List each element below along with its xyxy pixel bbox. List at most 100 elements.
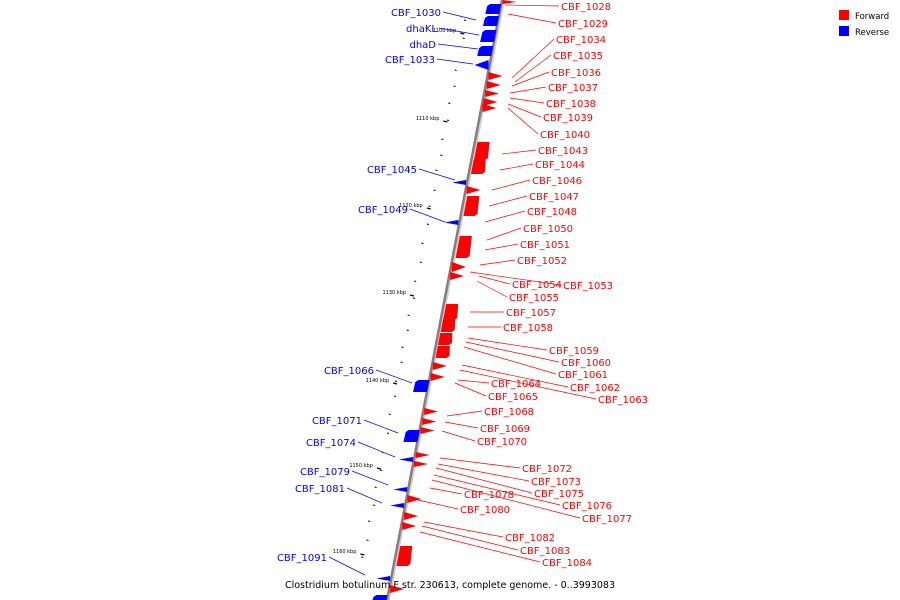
- forward-gene-label: CBF_1082: [505, 533, 555, 544]
- reverse-gene: [474, 60, 489, 70]
- forward-gene-label: CBF_1068: [484, 407, 534, 418]
- forward-leader-line: [501, 149, 537, 155]
- legend-reverse-swatch: [839, 26, 849, 36]
- reverse-gene-label: CBF_1091: [277, 553, 327, 564]
- forward-gene: [485, 90, 500, 97]
- reverse-gene: [477, 46, 494, 56]
- forward-gene: [474, 142, 490, 160]
- forward-gene: [483, 98, 498, 106]
- forward-leader-line: [507, 13, 557, 24]
- genome-axis-line: [385, 0, 504, 600]
- forward-gene-label: CBF_1035: [553, 51, 603, 62]
- forward-leader-line: [423, 521, 504, 538]
- forward-gene-label: CBF_1070: [477, 437, 527, 448]
- forward-gene-label: CBF_1058: [503, 323, 553, 334]
- kbp-tick-mark: [460, 32, 465, 35]
- forward-leader-line: [507, 107, 539, 135]
- forward-leader-line: [463, 346, 557, 375]
- scale-dash: [393, 395, 397, 397]
- reverse-leader-line: [438, 27, 480, 36]
- gene-labels: CBF_1028 CBF_1029 CBF_1034 CBF_1035 CBF_1036…: [277, 2, 648, 576]
- forward-gene-label: CBF_1028: [561, 2, 611, 13]
- scale-dash: [428, 205, 431, 207]
- forward-gene: [424, 408, 439, 415]
- forward-leader-line: [431, 479, 581, 519]
- forward-gene: [415, 452, 430, 458]
- forward-gene-label: CBF_1061: [558, 370, 608, 381]
- forward-gene-label: CBF_1053: [563, 281, 613, 292]
- forward-gene: [486, 81, 501, 89]
- reverse-gene: [398, 457, 413, 462]
- forward-gene: [432, 362, 447, 370]
- kbp-tick-label: 1140 kbp: [366, 378, 390, 384]
- scale-dash: [419, 261, 422, 263]
- reverse-gene: [376, 576, 391, 581]
- kbp-tick-label: 1130 kbp: [382, 290, 406, 296]
- forward-leader-line: [419, 531, 541, 563]
- forward-gene: [488, 72, 503, 80]
- forward-leader-line: [514, 54, 552, 83]
- kbp-ticks: 1100 kbp 1110 kbp 1120 kbp 1130 kbp 1140 kbp…: [333, 28, 465, 556]
- kbp-tick-mark: [409, 294, 415, 297]
- legend-forward-label: Forward: [855, 12, 889, 22]
- forward-leader-line: [476, 280, 508, 298]
- reverse-leader-line: [346, 487, 383, 504]
- forward-gene-label: CBF_1040: [540, 130, 590, 141]
- scale-dash: [394, 380, 398, 382]
- scale-dash: [446, 119, 450, 121]
- forward-gene-label: CBF_1043: [538, 146, 588, 157]
- forward-gene: [414, 461, 429, 467]
- scale-dash: [435, 169, 438, 171]
- reverse-gene: [444, 220, 459, 225]
- forward-gene-label: CBF_1063: [598, 395, 648, 406]
- forward-gene: [438, 333, 453, 345]
- scale-dash: [441, 138, 444, 140]
- forward-gene-label: CBF_1047: [529, 192, 579, 203]
- reverse-gene-label: CBF_1081: [295, 484, 345, 495]
- forward-gene: [502, 0, 517, 4]
- scale-dash: [421, 242, 424, 244]
- forward-leader-line: [459, 369, 597, 400]
- scale-dash: [400, 361, 403, 363]
- forward-leader-line: [509, 97, 545, 104]
- legend: Forward Reverse: [839, 10, 889, 38]
- kbp-tick-label: 1150 kbp: [349, 463, 373, 469]
- forward-gene: [430, 373, 445, 381]
- reverse-gene-label: CBF_1071: [312, 416, 362, 427]
- scale-dash: [388, 413, 391, 415]
- forward-leader-line: [435, 467, 533, 494]
- reverse-gene-label: CBF_1079: [300, 467, 350, 478]
- forward-leader-line: [457, 379, 490, 384]
- forward-gene: [466, 186, 481, 194]
- forward-gene: [402, 522, 417, 530]
- scale-dash: [361, 556, 364, 558]
- genome-caption: Clostridium botulinum F str. 230613, com…: [285, 580, 615, 591]
- forward-leader-line: [507, 103, 542, 118]
- forward-leader-line: [511, 38, 555, 79]
- forward-gene-label: CBF_1077: [582, 514, 632, 525]
- forward-leader-line: [509, 86, 547, 94]
- forward-gene: [450, 272, 465, 280]
- forward-leader-line: [484, 210, 526, 223]
- forward-leader-line: [454, 382, 487, 397]
- scale-dash: [440, 154, 443, 156]
- reverse-leader-line: [409, 208, 446, 223]
- forward-gene: [443, 304, 459, 320]
- scale-dash: [453, 85, 456, 87]
- reverse-leader-line: [357, 441, 396, 458]
- forward-leader-line: [461, 364, 569, 388]
- forward-gene-label: CBF_1057: [506, 308, 556, 319]
- legend-reverse-label: Reverse: [855, 28, 889, 38]
- kbp-tick-mark: [376, 467, 382, 470]
- forward-gene: [470, 160, 486, 174]
- forward-leader-line: [484, 243, 519, 251]
- forward-gene-label: CBF_1065: [488, 392, 538, 403]
- forward-gene-label: CBF_1084: [542, 558, 592, 569]
- reverse-leader-line: [363, 419, 399, 434]
- forward-gene-label: CBF_1038: [546, 99, 596, 110]
- forward-leader-line: [437, 463, 530, 482]
- scale-dash: [414, 280, 417, 282]
- reverse-gene: [393, 487, 408, 492]
- reverse-gene-label: CBF_1066: [324, 366, 374, 377]
